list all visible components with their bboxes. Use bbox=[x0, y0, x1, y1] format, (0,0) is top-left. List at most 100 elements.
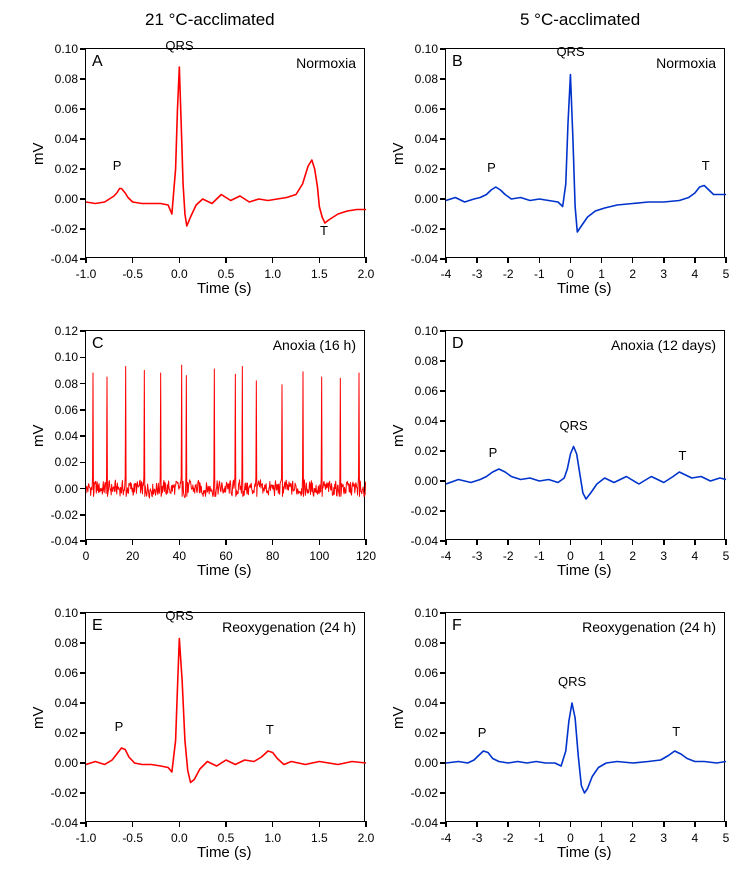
y-tick-label: 0.04 bbox=[42, 429, 78, 443]
y-tick-label: -0.04 bbox=[402, 816, 438, 830]
x-tick-label: 5 bbox=[714, 267, 738, 281]
x-axis-label-E: Time (s) bbox=[197, 844, 251, 861]
x-tick-label: 4 bbox=[683, 549, 707, 563]
x-tick-label: 60 bbox=[214, 549, 238, 563]
trace-F bbox=[446, 613, 726, 823]
y-tick-label: 0.10 bbox=[402, 42, 438, 56]
x-tick-label: -4 bbox=[434, 549, 458, 563]
y-tick-label: -0.04 bbox=[402, 534, 438, 548]
x-tick-label: 2.0 bbox=[354, 831, 378, 845]
x-tick-label: 0.0 bbox=[167, 267, 191, 281]
x-tick-label: 0.5 bbox=[214, 831, 238, 845]
y-axis-label-E: mV bbox=[30, 707, 47, 730]
x-tick-label: -1 bbox=[527, 549, 551, 563]
y-tick-label: 0.06 bbox=[402, 102, 438, 116]
y-tick-label: 0.08 bbox=[42, 377, 78, 391]
x-tick-label: -2 bbox=[496, 549, 520, 563]
x-tick-label: 1 bbox=[590, 267, 614, 281]
x-axis-label-F: Time (s) bbox=[557, 844, 611, 861]
wave-annotation-p: P bbox=[478, 725, 487, 740]
wave-annotation-t: T bbox=[678, 448, 686, 463]
y-tick-label: 0.04 bbox=[402, 696, 438, 710]
x-tick-label: 40 bbox=[167, 549, 191, 563]
x-tick-label: 2 bbox=[621, 831, 645, 845]
wave-annotation-t: T bbox=[320, 223, 328, 238]
y-tick-label: 0.06 bbox=[402, 666, 438, 680]
x-tick-label: 100 bbox=[307, 549, 331, 563]
y-tick-label: -0.02 bbox=[42, 786, 78, 800]
y-tick-label: 0.12 bbox=[42, 324, 78, 338]
x-tick-label: 3 bbox=[652, 831, 676, 845]
figure-root: 21 °C-acclimated 5 °C-acclimated ANormox… bbox=[0, 0, 754, 874]
y-tick-label: 0.02 bbox=[42, 455, 78, 469]
x-axis-label-D: Time (s) bbox=[557, 562, 611, 579]
y-tick-label: 0.00 bbox=[42, 192, 78, 206]
x-tick-label: -4 bbox=[434, 267, 458, 281]
wave-annotation-t: T bbox=[702, 158, 710, 173]
panel-E: EReoxygenation (24 h)-0.04-0.020.000.020… bbox=[85, 612, 365, 822]
wave-annotation-t: T bbox=[672, 724, 680, 739]
x-tick-label: 2.0 bbox=[354, 267, 378, 281]
x-tick-label: -3 bbox=[465, 831, 489, 845]
x-tick-label: -4 bbox=[434, 831, 458, 845]
y-tick-label: 0.06 bbox=[42, 102, 78, 116]
x-tick-label: 0.5 bbox=[214, 267, 238, 281]
y-tick-label: 0.04 bbox=[42, 132, 78, 146]
wave-annotation-p: P bbox=[487, 160, 496, 175]
trace-E bbox=[86, 613, 366, 823]
x-tick-label: 20 bbox=[121, 549, 145, 563]
x-tick-label: -2 bbox=[496, 831, 520, 845]
x-tick-label: 5 bbox=[714, 831, 738, 845]
y-tick-label: 0.02 bbox=[402, 726, 438, 740]
panel-F: FReoxygenation (24 h)-0.04-0.020.000.020… bbox=[445, 612, 725, 822]
x-tick-label: -0.5 bbox=[121, 831, 145, 845]
column-header-left: 21 °C-acclimated bbox=[145, 10, 275, 30]
y-tick-label: 0.08 bbox=[42, 72, 78, 86]
y-tick-label: 0.00 bbox=[402, 756, 438, 770]
x-tick-label: 3 bbox=[652, 549, 676, 563]
wave-annotation-qrs: QRS bbox=[165, 38, 193, 53]
wave-annotation-p: P bbox=[115, 719, 124, 734]
panel-C: CAnoxia (16 h)-0.04-0.020.000.020.040.06… bbox=[85, 330, 365, 540]
x-tick-label: -3 bbox=[465, 267, 489, 281]
column-header-right: 5 °C-acclimated bbox=[520, 10, 640, 30]
x-tick-label: -0.5 bbox=[121, 267, 145, 281]
x-tick-label: -1 bbox=[527, 831, 551, 845]
panel-B: BNormoxia-0.04-0.020.000.020.040.060.080… bbox=[445, 48, 725, 258]
y-tick-label: 0.02 bbox=[42, 162, 78, 176]
x-tick-label: 0.0 bbox=[167, 831, 191, 845]
x-tick-label: 1.0 bbox=[261, 831, 285, 845]
x-tick-label: 0 bbox=[558, 549, 582, 563]
wave-annotation-qrs: QRS bbox=[560, 418, 588, 433]
x-axis-label-C: Time (s) bbox=[197, 562, 251, 579]
x-tick-label: -1 bbox=[527, 267, 551, 281]
y-tick-label: 0.02 bbox=[402, 444, 438, 458]
trace-D bbox=[446, 331, 726, 541]
x-tick-label: -1.0 bbox=[74, 267, 98, 281]
y-tick-label: 0.08 bbox=[402, 354, 438, 368]
y-tick-label: 0.00 bbox=[42, 482, 78, 496]
x-tick-label: -1.0 bbox=[74, 831, 98, 845]
trace-C bbox=[86, 331, 366, 541]
x-axis-label-B: Time (s) bbox=[557, 280, 611, 297]
x-tick-label: 0 bbox=[558, 831, 582, 845]
y-tick-label: 0.10 bbox=[42, 42, 78, 56]
y-tick-label: 0.04 bbox=[402, 132, 438, 146]
x-tick-label: 5 bbox=[714, 549, 738, 563]
x-tick-label: -3 bbox=[465, 549, 489, 563]
x-tick-label: 4 bbox=[683, 831, 707, 845]
y-tick-label: -0.04 bbox=[42, 534, 78, 548]
x-tick-label: 2 bbox=[621, 549, 645, 563]
y-axis-label-B: mV bbox=[390, 143, 407, 166]
y-axis-label-A: mV bbox=[30, 143, 47, 166]
y-axis-label-C: mV bbox=[30, 425, 47, 448]
x-tick-label: 1.0 bbox=[261, 267, 285, 281]
y-tick-label: -0.02 bbox=[402, 222, 438, 236]
y-tick-label: 0.02 bbox=[42, 726, 78, 740]
y-tick-label: 0.06 bbox=[402, 384, 438, 398]
panel-A: ANormoxia-0.04-0.020.000.020.040.060.080… bbox=[85, 48, 365, 258]
y-tick-label: -0.04 bbox=[42, 252, 78, 266]
y-tick-label: 0.00 bbox=[42, 756, 78, 770]
y-tick-label: 0.00 bbox=[402, 192, 438, 206]
y-tick-label: 0.04 bbox=[42, 696, 78, 710]
